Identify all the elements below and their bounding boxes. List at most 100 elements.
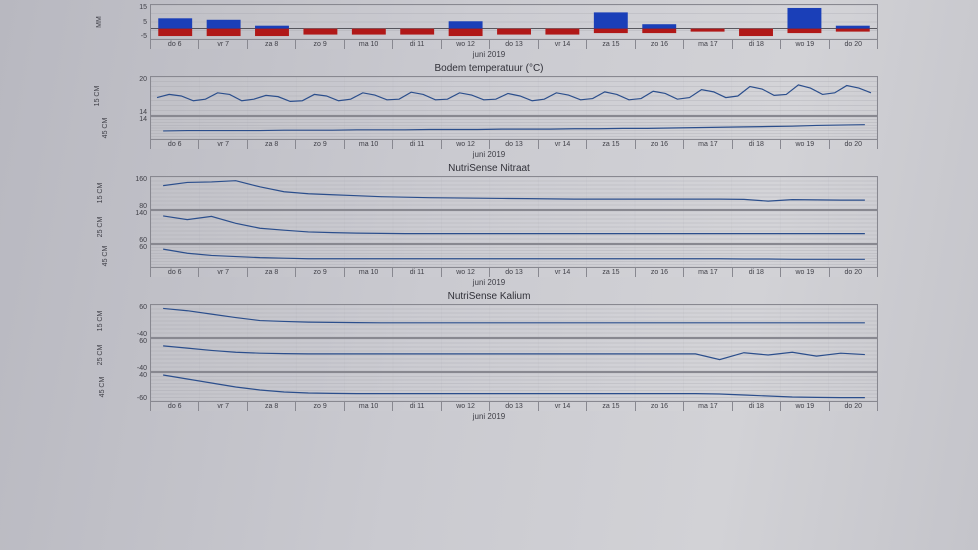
x-tick: ma 10 <box>345 268 393 277</box>
x-tick: zo 9 <box>296 140 344 149</box>
x-axis-caption: juni 2019 <box>100 412 878 421</box>
x-tick: wo 19 <box>781 268 829 277</box>
section-title: Bodem temperatuur (°C) <box>100 63 878 74</box>
depth-label: 15 CM <box>97 307 131 335</box>
x-axis: do 6vr 7za 8zo 9ma 10di 11wo 12do 13vr 1… <box>150 140 878 149</box>
panel-row: 15 CM60-40 <box>100 304 878 338</box>
x-tick: di 18 <box>733 402 781 411</box>
x-tick: vr 7 <box>199 140 247 149</box>
y-ticks: 60-40 <box>128 338 150 372</box>
depth-label: 15 CM <box>97 179 131 207</box>
x-axis: do 6vr 7za 8zo 9ma 10di 11wo 12do 13vr 1… <box>150 402 878 411</box>
x-tick: za 8 <box>248 402 296 411</box>
x-tick: vr 14 <box>539 40 587 49</box>
x-tick: di 18 <box>733 40 781 49</box>
x-tick: do 13 <box>490 40 538 49</box>
x-tick: do 20 <box>830 402 878 411</box>
panel-row: 25 CM14060 <box>100 210 878 244</box>
x-tick: zo 16 <box>636 140 684 149</box>
x-tick: wo 12 <box>442 140 490 149</box>
x-tick: do 13 <box>490 140 538 149</box>
x-tick: wo 19 <box>781 140 829 149</box>
x-tick: za 15 <box>587 402 635 411</box>
x-tick: ma 10 <box>345 402 393 411</box>
section-title: NutriSense Nitraat <box>100 163 878 174</box>
x-axis-caption: juni 2019 <box>100 278 878 287</box>
depth-label: 45 CM <box>102 242 126 270</box>
x-tick: za 8 <box>248 140 296 149</box>
x-tick: zo 16 <box>636 402 684 411</box>
plot-area <box>150 372 878 402</box>
depth-label: 25 CM <box>97 213 131 241</box>
y-ticks: 14 <box>128 116 150 140</box>
section-nitraat: NutriSense Nitraat15 CM1608025 CM1406045… <box>100 163 878 287</box>
x-tick: vr 7 <box>199 402 247 411</box>
panel-row: 15 CM16080 <box>100 176 878 210</box>
x-tick: wo 19 <box>781 40 829 49</box>
plot-area <box>150 4 878 40</box>
x-tick: do 13 <box>490 402 538 411</box>
panel-row: 45 CM40-60 <box>100 372 878 402</box>
y-ticks: 40-60 <box>128 372 150 402</box>
x-tick: di 18 <box>733 140 781 149</box>
section-kalium: NutriSense Kalium15 CM60-4025 CM60-4045 … <box>100 291 878 421</box>
x-tick: do 20 <box>830 268 878 277</box>
x-tick: vr 7 <box>199 268 247 277</box>
x-axis-caption: juni 2019 <box>100 50 878 59</box>
plot-area <box>150 244 878 268</box>
y-tick: -60 <box>128 395 147 402</box>
x-tick: vr 14 <box>539 402 587 411</box>
plot-area <box>150 338 878 372</box>
x-tick: do 20 <box>830 40 878 49</box>
y-tick: 14 <box>128 109 147 116</box>
x-tick: vr 7 <box>199 40 247 49</box>
depth-label: 25 CM <box>97 341 131 369</box>
x-tick: do 6 <box>151 40 199 49</box>
x-tick: zo 16 <box>636 268 684 277</box>
y-ticks: 14060 <box>128 210 150 244</box>
section-title: NutriSense Kalium <box>100 291 878 302</box>
x-tick: wo 19 <box>781 402 829 411</box>
y-tick: 14 <box>128 116 147 123</box>
depth-label: MM <box>96 8 132 36</box>
x-tick: do 20 <box>830 140 878 149</box>
panel-row: 25 CM60-40 <box>100 338 878 372</box>
x-tick: zo 16 <box>636 40 684 49</box>
x-tick: wo 12 <box>442 40 490 49</box>
x-axis: do 6vr 7za 8zo 9ma 10di 11wo 12do 13vr 1… <box>150 268 878 277</box>
x-tick: ma 10 <box>345 40 393 49</box>
x-axis-caption: juni 2019 <box>100 150 878 159</box>
x-tick: za 8 <box>248 40 296 49</box>
x-tick: do 6 <box>151 268 199 277</box>
x-tick: di 18 <box>733 268 781 277</box>
x-tick: za 15 <box>587 140 635 149</box>
section-soil_temp: Bodem temperatuur (°C) 15 CM201445 CM14 do… <box>100 63 878 159</box>
x-tick: ma 17 <box>684 40 732 49</box>
sections-host: MM155-5do 6vr 7za 8zo 9ma 10di 11wo 12do… <box>100 4 878 421</box>
y-tick: 60 <box>128 244 147 251</box>
x-axis: do 6vr 7za 8zo 9ma 10di 11wo 12do 13vr 1… <box>150 40 878 49</box>
x-tick: wo 12 <box>442 402 490 411</box>
plot-area <box>150 304 878 338</box>
depth-label: 45 CM <box>102 114 126 142</box>
page-root: { "x": { "labels": ["do 6","vr 7","za 8"… <box>0 0 978 550</box>
section-precip: MM155-5do 6vr 7za 8zo 9ma 10di 11wo 12do… <box>100 4 878 59</box>
x-tick: zo 9 <box>296 40 344 49</box>
x-tick: zo 9 <box>296 402 344 411</box>
y-ticks: 60 <box>128 244 150 268</box>
x-tick: di 11 <box>393 402 441 411</box>
x-tick: vr 14 <box>539 268 587 277</box>
x-tick: di 11 <box>393 40 441 49</box>
x-tick: do 13 <box>490 268 538 277</box>
x-tick: di 11 <box>393 268 441 277</box>
panel-row: 15 CM2014 <box>100 76 878 116</box>
x-tick: di 11 <box>393 140 441 149</box>
x-tick: ma 10 <box>345 140 393 149</box>
x-tick: vr 14 <box>539 140 587 149</box>
plot-area <box>150 76 878 116</box>
depth-label: 45 CM <box>99 373 129 401</box>
plot-area <box>150 116 878 140</box>
x-tick: ma 17 <box>684 140 732 149</box>
panel-row: MM155-5 <box>100 4 878 40</box>
x-tick: zo 9 <box>296 268 344 277</box>
